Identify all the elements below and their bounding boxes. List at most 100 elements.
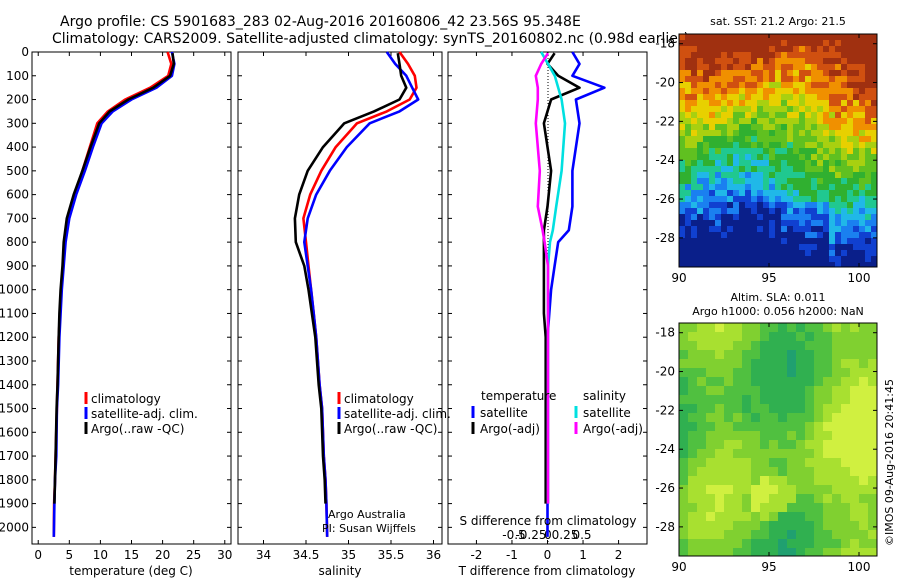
map-lat-label: -22	[655, 403, 675, 417]
heatmap-cell	[715, 46, 721, 52]
heatmap-cell	[865, 58, 871, 64]
heatmap-cell	[685, 76, 691, 82]
heatmap-cell	[679, 262, 685, 267]
heatmap-cell	[850, 539, 859, 548]
heatmap-cell	[745, 64, 751, 70]
heatmap-cell	[733, 166, 739, 172]
heatmap-cell	[781, 256, 787, 262]
heatmap-cell	[799, 184, 805, 190]
heatmap-cell	[739, 202, 745, 208]
heatmap-cell	[745, 220, 751, 226]
heatmap-cell	[721, 94, 727, 100]
heatmap-cell	[697, 458, 706, 467]
heatmap-cell	[739, 94, 745, 100]
heatmap-cell	[742, 368, 751, 377]
heatmap-cell	[691, 256, 697, 262]
heatmap-cell	[793, 46, 799, 52]
heatmap-cell	[733, 467, 742, 476]
heatmap-cell	[751, 503, 760, 512]
heatmap-cell	[787, 106, 793, 112]
heatmap-cell	[715, 160, 721, 166]
heatmap-cell	[679, 202, 685, 208]
heatmap-cell	[871, 256, 877, 262]
heatmap-cell	[805, 368, 814, 377]
heatmap-cell	[841, 94, 847, 100]
heatmap-cell	[742, 332, 751, 341]
map-lat-label: -28	[655, 231, 675, 245]
heatmap-cell	[847, 208, 853, 214]
heatmap-cell	[715, 220, 721, 226]
heatmap-cell	[742, 440, 751, 449]
heatmap-cell	[841, 196, 847, 202]
heatmap-cell	[733, 431, 742, 440]
heatmap-cell	[742, 530, 751, 539]
heatmap-cell	[769, 208, 775, 214]
heatmap-cell	[697, 377, 706, 386]
heatmap-cell	[775, 232, 781, 238]
depth-tick-label: 1600	[0, 425, 29, 439]
heatmap-cell	[835, 220, 841, 226]
heatmap-cell	[859, 64, 865, 70]
depth-tick-label: 1800	[0, 473, 29, 487]
heatmap-cell	[781, 160, 787, 166]
heatmap-cell	[763, 76, 769, 82]
heatmap-cell	[805, 190, 811, 196]
heatmap-cell	[691, 112, 697, 118]
heatmap-cell	[832, 359, 841, 368]
heatmap-cell	[739, 256, 745, 262]
heatmap-cell	[859, 341, 868, 350]
heatmap-cell	[859, 142, 865, 148]
heatmap-cell	[787, 458, 796, 467]
heatmap-cell	[868, 476, 877, 485]
heatmap-cell	[697, 94, 703, 100]
heatmap-cell	[742, 467, 751, 476]
heatmap-cell	[778, 521, 787, 530]
heatmap-cell	[757, 166, 763, 172]
heatmap-cell	[835, 202, 841, 208]
heatmap-cell	[769, 250, 775, 256]
heatmap-cell	[793, 154, 799, 160]
heatmap-cell	[763, 256, 769, 262]
heatmap-cell	[739, 208, 745, 214]
heatmap-cell	[793, 244, 799, 250]
heatmap-cell	[685, 166, 691, 172]
heatmap-cell	[715, 548, 724, 556]
heatmap-cell	[853, 190, 859, 196]
heatmap-cell	[871, 124, 877, 130]
heatmap-cell	[823, 82, 829, 88]
heatmap-cell	[793, 130, 799, 136]
heatmap-cell	[697, 76, 703, 82]
heatmap-cell	[796, 404, 805, 413]
heatmap-cell	[721, 244, 727, 250]
heatmap-cell	[841, 250, 847, 256]
heatmap-cell	[715, 530, 724, 539]
heatmap-cell	[832, 341, 841, 350]
heatmap-cell	[760, 467, 769, 476]
heatmap-cell	[697, 449, 706, 458]
heatmap-cell	[706, 404, 715, 413]
heatmap-cell	[823, 124, 829, 130]
heatmap-cell	[805, 76, 811, 82]
heatmap-cell	[745, 148, 751, 154]
heatmap-cell	[799, 118, 805, 124]
heatmap-cell	[757, 196, 763, 202]
sst-map: sat. SST: 21.2 Argo: 21.5 -18-20-22-24-2…	[655, 15, 878, 285]
heatmap-cell	[787, 202, 793, 208]
heatmap-cell	[859, 368, 868, 377]
heatmap-cell	[688, 386, 697, 395]
heatmap-cell	[685, 88, 691, 94]
heatmap-cell	[775, 58, 781, 64]
heatmap-cell	[685, 178, 691, 184]
heatmap-cell	[835, 154, 841, 160]
salinity-tick-label: 34.5	[293, 548, 320, 562]
heatmap-cell	[814, 539, 823, 548]
heatmap-cell	[763, 118, 769, 124]
heatmap-cell	[823, 368, 832, 377]
heatmap-cell	[697, 350, 706, 359]
heatmap-cell	[829, 82, 835, 88]
heatmap-cell	[805, 323, 814, 332]
heatmap-cell	[691, 34, 697, 40]
heatmap-cell	[859, 154, 865, 160]
depth-tick-label: 300	[6, 116, 29, 130]
heatmap-cell	[688, 521, 697, 530]
